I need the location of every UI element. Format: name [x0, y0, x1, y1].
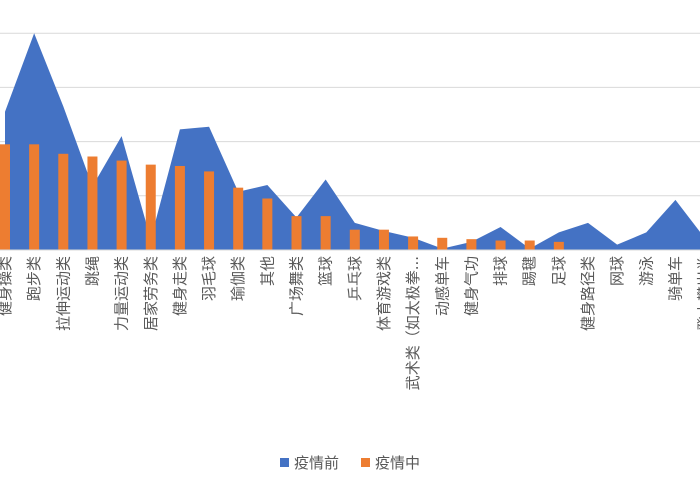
bar [349, 229, 360, 250]
bar [466, 239, 477, 250]
legend-item-before: 疫情前 [279, 452, 339, 473]
x-tick-label: 广场舞类 [288, 256, 306, 316]
x-tick-label: 体育游戏类 [375, 256, 393, 331]
bar [58, 153, 69, 250]
x-tick-labels: 健身操类 跑步类 拉伸运动类 跳绳 力量运动类 居家劳务类 健身走类 羽毛球 瑜伽类 其他 广场舞类… [0, 256, 700, 390]
x-tick-label: 居家劳务类 [142, 256, 160, 331]
bar [378, 229, 389, 250]
bar [524, 240, 535, 250]
x-tick-label: 其他 [258, 256, 276, 286]
x-tick-label: 跑步类 [25, 256, 43, 301]
x-tick-label: 羽毛球 [200, 256, 218, 301]
x-tick-label: 瑜伽类 [229, 256, 247, 301]
x-tick-label: 乒乓球 [346, 256, 364, 301]
x-tick-label: 动感单车 [433, 256, 451, 316]
legend: 疫情前 疫情中 [0, 452, 700, 473]
legend-label-before: 疫情前 [293, 454, 339, 472]
x-tick-label: 力量运动类 [113, 256, 131, 331]
bar [116, 160, 127, 250]
bar [291, 216, 302, 250]
x-tick-label: 拉伸运动类 [54, 256, 72, 331]
bar-series-during [0, 144, 564, 250]
x-tick-label: 跳绳 [83, 256, 101, 286]
x-tick-label: 网球 [608, 256, 626, 286]
x-tick-label: 健身操类 [0, 256, 14, 316]
bar [320, 216, 331, 250]
bar [495, 240, 506, 250]
legend-label-during: 疫情中 [375, 454, 421, 472]
bar [408, 236, 419, 250]
x-tick-label: 健身气功 [462, 256, 480, 316]
x-tick-label: 骑单车 [666, 256, 684, 301]
bar [87, 156, 98, 250]
bar [262, 198, 273, 250]
legend-swatch-before [279, 458, 289, 467]
bar [0, 144, 10, 250]
x-tick-label: 踢毽 [521, 256, 539, 286]
x-tick-label: 武术类（如太极拳... [404, 256, 422, 390]
bar [145, 164, 156, 250]
legend-item-during: 疫情中 [361, 452, 420, 473]
x-tick-label: 篮球 [317, 256, 335, 286]
bar [204, 171, 215, 250]
x-tick-label: 登山攀岩类 [696, 256, 700, 331]
bar [233, 187, 244, 250]
x-tick-label: 游泳 [637, 256, 655, 286]
x-tick-label: 健身路径类 [579, 256, 597, 331]
gridlines [0, 32, 700, 197]
bar [437, 237, 448, 250]
x-tick-label: 足球 [550, 256, 568, 286]
bar [29, 144, 40, 250]
x-tick-label: 排球 [492, 256, 510, 286]
x-tick-label: 健身走类 [171, 256, 189, 316]
bar [553, 241, 564, 250]
bar [174, 165, 185, 250]
legend-swatch-during [361, 458, 370, 467]
